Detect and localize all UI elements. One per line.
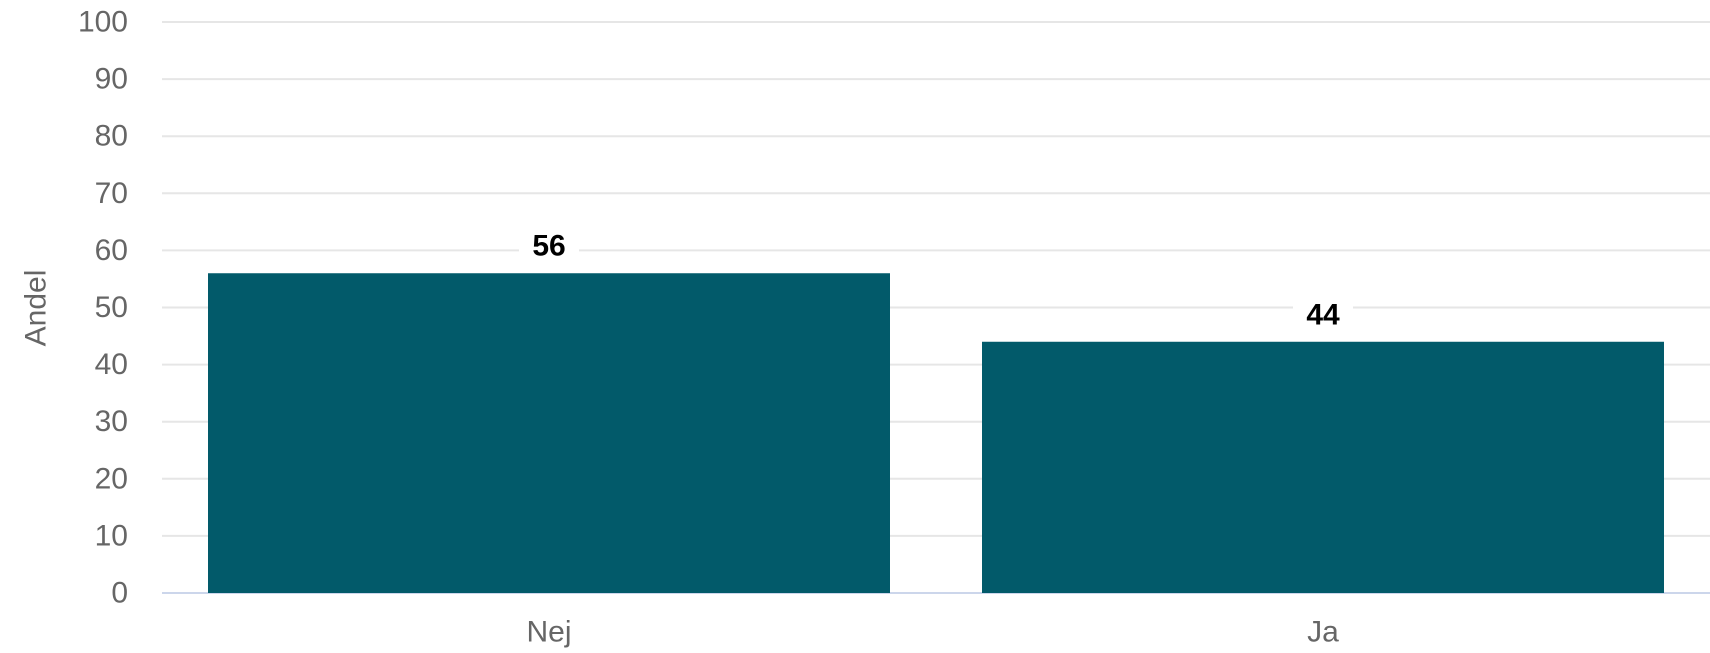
y-tick-label: 30: [95, 405, 128, 438]
bar: [982, 341, 1664, 593]
data-label: 44: [1306, 298, 1340, 331]
y-tick-label: 60: [95, 234, 128, 267]
data-label-background: [1293, 294, 1353, 335]
y-tick-label: 20: [95, 462, 128, 495]
bars: [208, 273, 1664, 593]
y-axis-title: Andel: [20, 270, 53, 347]
y-tick-label: 50: [95, 291, 128, 324]
bar: [208, 273, 890, 593]
data-label: 56: [532, 230, 565, 263]
y-axis-ticks: 0 10 20 30 40 50 60 70 80 90 100: [78, 6, 128, 610]
y-tick-label: 10: [95, 519, 128, 552]
data-labels: 56 44: [519, 226, 1353, 335]
x-tick-label: Nej: [526, 616, 571, 649]
y-tick-label: 100: [78, 6, 128, 39]
x-axis-ticks: Nej Ja: [526, 616, 1339, 649]
data-label-background: [519, 226, 579, 267]
y-tick-label: 40: [95, 348, 128, 381]
y-tick-label: 90: [95, 63, 128, 96]
y-tick-label: 70: [95, 177, 128, 210]
x-tick-label: Ja: [1307, 616, 1339, 649]
y-tick-label: 80: [95, 120, 128, 153]
y-tick-label: 0: [111, 577, 128, 610]
